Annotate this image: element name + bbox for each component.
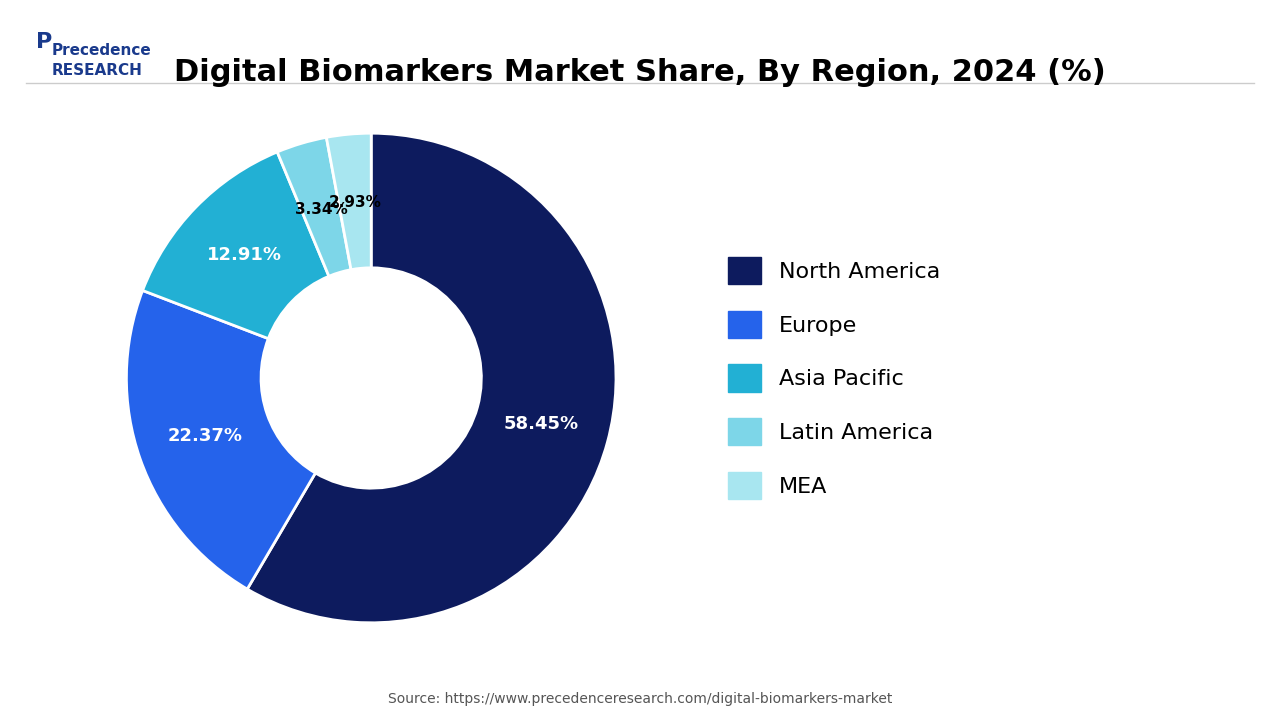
Wedge shape: [326, 133, 371, 270]
Text: 58.45%: 58.45%: [504, 415, 579, 433]
Text: 22.37%: 22.37%: [168, 427, 242, 445]
Wedge shape: [247, 133, 616, 623]
Text: 12.91%: 12.91%: [207, 246, 283, 264]
Text: 3.34%: 3.34%: [294, 202, 347, 217]
Text: Precedence
RESEARCH: Precedence RESEARCH: [51, 43, 151, 78]
Text: P: P: [36, 32, 52, 53]
Text: 2.93%: 2.93%: [329, 195, 381, 210]
Wedge shape: [278, 138, 351, 276]
Wedge shape: [127, 290, 315, 589]
Text: Digital Biomarkers Market Share, By Region, 2024 (%): Digital Biomarkers Market Share, By Regi…: [174, 58, 1106, 86]
Text: Source: https://www.precedenceresearch.com/digital-biomarkers-market: Source: https://www.precedenceresearch.c…: [388, 692, 892, 706]
Wedge shape: [142, 152, 329, 338]
Legend: North America, Europe, Asia Pacific, Latin America, MEA: North America, Europe, Asia Pacific, Lat…: [719, 248, 948, 508]
